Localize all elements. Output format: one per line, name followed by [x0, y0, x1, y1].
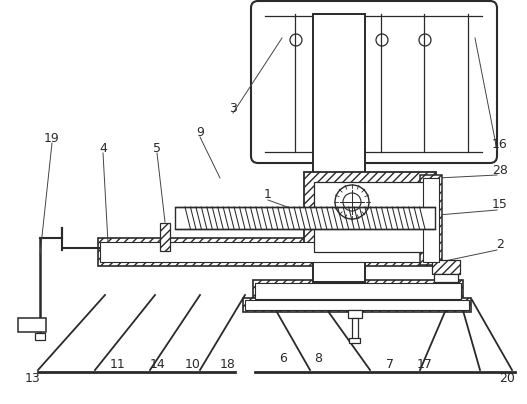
Text: 5: 5: [153, 141, 161, 154]
Bar: [348, 310, 362, 318]
Bar: [18, 318, 46, 332]
Bar: [434, 274, 458, 282]
Text: 13: 13: [25, 372, 41, 385]
Bar: [349, 338, 360, 343]
Text: 2: 2: [496, 238, 504, 252]
Bar: [313, 14, 365, 282]
Text: 20: 20: [499, 372, 515, 385]
Text: 8: 8: [314, 351, 322, 364]
Text: 19: 19: [44, 131, 60, 145]
Text: 17: 17: [417, 358, 433, 372]
Bar: [314, 182, 426, 252]
Text: 7: 7: [386, 358, 394, 372]
Bar: [255, 283, 461, 299]
Bar: [100, 242, 434, 262]
Text: 6: 6: [279, 351, 287, 364]
Bar: [243, 298, 471, 312]
Text: 16: 16: [492, 139, 508, 152]
Bar: [35, 333, 45, 340]
Text: 28: 28: [492, 164, 508, 177]
Bar: [304, 172, 436, 262]
Bar: [420, 175, 442, 265]
Bar: [423, 178, 439, 262]
Bar: [245, 300, 469, 310]
Text: 15: 15: [492, 198, 508, 212]
Bar: [432, 260, 460, 274]
Text: 1: 1: [264, 189, 272, 202]
Bar: [160, 223, 170, 251]
Bar: [352, 318, 358, 340]
Text: 4: 4: [99, 141, 107, 154]
FancyBboxPatch shape: [251, 1, 497, 163]
Bar: [98, 238, 436, 266]
Text: 11: 11: [110, 358, 126, 372]
Bar: [253, 280, 463, 302]
Text: 14: 14: [150, 358, 166, 372]
Text: 3: 3: [229, 101, 237, 114]
Text: 9: 9: [196, 126, 204, 139]
Bar: [175, 207, 435, 229]
Text: 10: 10: [185, 358, 201, 372]
Text: 18: 18: [220, 358, 236, 372]
